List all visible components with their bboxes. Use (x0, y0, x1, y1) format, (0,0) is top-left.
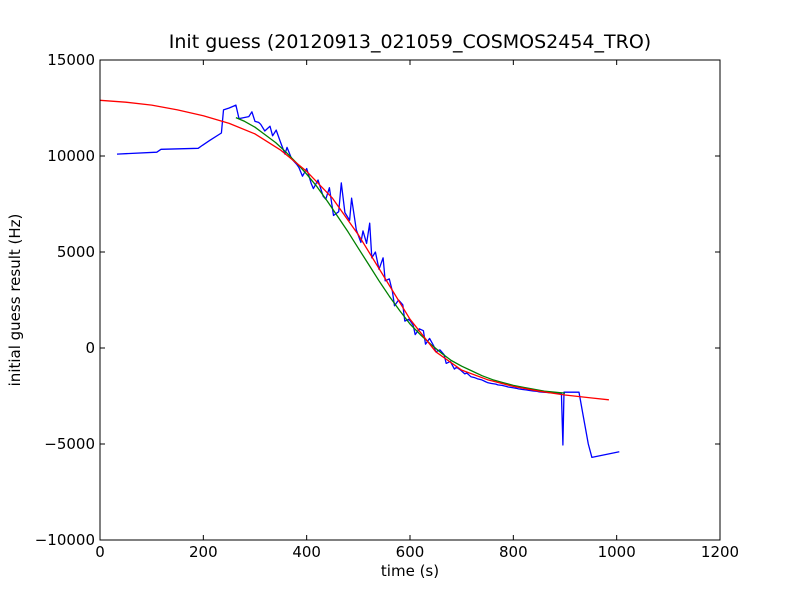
plot-frame (99, 59, 721, 541)
y-tick-label: 10000 (47, 147, 95, 165)
y-tick-label: 5000 (57, 243, 95, 261)
x-tick-label: 400 (292, 543, 321, 561)
x-tick-label: 1000 (598, 543, 636, 561)
y-tick-label: 0 (85, 339, 95, 357)
chart-title: Init guess (20120913_021059_COSMOS2454_T… (169, 31, 651, 53)
x-axis-title: time (s) (381, 562, 439, 580)
ticks-layer: 0 200 400 600 800 1000 1200 −10000 −5000 0 5000 100… (35, 51, 739, 561)
series-layer (100, 99, 620, 459)
x-tick-label: 1200 (701, 543, 739, 561)
x-tick-label: 200 (189, 543, 218, 561)
y-tick-label: −10000 (35, 531, 95, 549)
y-tick-label: 15000 (47, 51, 95, 69)
series-line-2 (235, 117, 566, 394)
plot-area (100, 60, 720, 540)
x-tick-label: 0 (95, 543, 105, 561)
series-line-1 (116, 104, 620, 459)
y-tick-label: −5000 (44, 435, 95, 453)
series-line-3 (100, 99, 609, 401)
x-tick-label: 800 (499, 543, 528, 561)
x-tick-label: 600 (396, 543, 425, 561)
y-axis-title: initial guess result (Hz) (6, 214, 24, 387)
